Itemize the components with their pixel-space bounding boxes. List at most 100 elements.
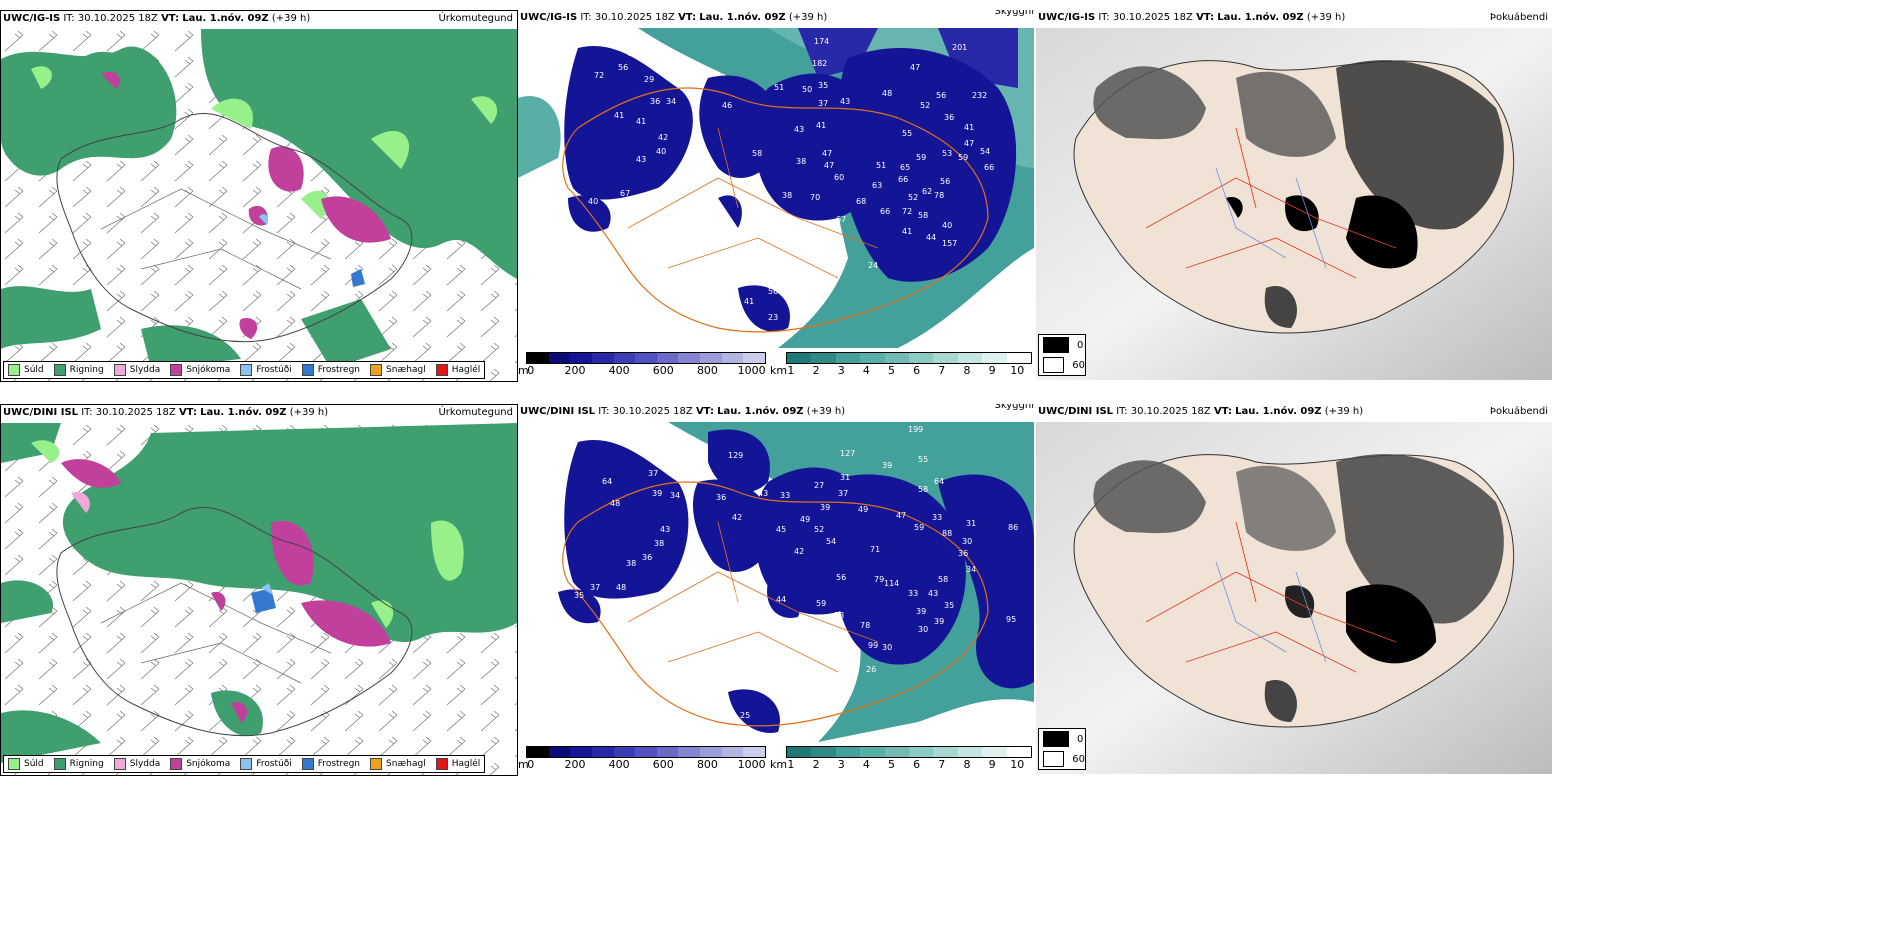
panel-title: Skyggni (994, 404, 1034, 411)
legend-item: Snjókoma (170, 364, 230, 376)
colorbar-swatch (527, 353, 549, 363)
colorbar-swatch (721, 353, 744, 363)
fog-index-panel-dini: UWC/DINI ISL IT: 30.10.2025 18Z VT: Lau.… (1036, 404, 1552, 774)
snow-label: 31 (966, 519, 976, 528)
colorbar-tick-label: 400 (608, 364, 630, 377)
colorbar-swatch (982, 747, 1007, 757)
visibility-colorbar: 1 2 3 4 5 6 7 8 9 10 km (770, 352, 1032, 377)
snow-label: 71 (678, 187, 688, 196)
snow-label: 70 (810, 193, 820, 202)
snow-label: 65 (900, 163, 910, 172)
colorbar-tick-label: 7 (938, 364, 946, 377)
snow-label: 59 (816, 599, 826, 608)
snow-label: 44 (926, 233, 936, 242)
snow-label: 59 (958, 153, 968, 162)
colorbar-unit: km (770, 758, 788, 771)
snow-label: 50 (802, 85, 812, 94)
snow-label: 40 (656, 147, 666, 156)
snow-depth-labels: 53 56 29 36 34 72 41 41 42 40 43 71 40 6… (588, 37, 994, 322)
visibility-map: 53 56 29 36 34 72 41 41 42 40 43 71 40 6… (518, 28, 1034, 348)
colorbar-strip (526, 746, 766, 758)
panel-title: Skyggni (994, 10, 1034, 17)
snow-label: 78 (934, 191, 944, 200)
snow-label: 63 (872, 181, 882, 190)
snow-label: 34 (966, 565, 976, 574)
snow-label: 60 (834, 173, 844, 182)
snow-label: 25 (740, 711, 750, 720)
colorbar-swatch (527, 747, 549, 757)
precip-type-legend: Súld Rigning Slydda Snjókoma Frostúði Fr… (3, 755, 486, 773)
colorbar-tick-label: 9 (988, 364, 996, 377)
fog-legend-item: 60 (1039, 749, 1085, 769)
colorbar-swatch (678, 353, 701, 363)
legend-item: Súld (8, 364, 44, 376)
colorbar-tick-label: 400 (608, 758, 630, 771)
snow-label: 72 (594, 71, 604, 80)
colorbar-swatch (700, 747, 722, 757)
snow-label: 51 (774, 83, 784, 92)
colorbar-swatch (860, 747, 885, 757)
snow-label: 66 (898, 175, 908, 184)
snow-label: 86 (1008, 523, 1018, 532)
snow-label: 33 (932, 513, 942, 522)
snow-label: 56 (936, 91, 946, 100)
precip-map (1, 29, 517, 381)
lead-time: (+39 h) (289, 407, 329, 418)
init-time: 30.10.2025 18Z (77, 13, 158, 24)
snow-label: 36 (944, 113, 954, 122)
snow-label: 72 (902, 207, 912, 216)
snow-label: 52 (908, 193, 918, 202)
snow-label: 40 (942, 221, 952, 230)
precip-map (1, 423, 517, 775)
snow-label: 53 (628, 49, 638, 58)
snow-label: 41 (964, 123, 974, 132)
snow-label: 64 (934, 477, 944, 486)
model-name: UWC/IG-IS (3, 13, 61, 24)
colorbar-tick-label: 2 (812, 364, 820, 377)
legend-item: Snæhagl (370, 364, 426, 376)
panel-title: Úrkomutegund (438, 407, 513, 418)
snow-label: 53 (658, 643, 668, 652)
colorbar-swatch (933, 353, 958, 363)
colorbar-swatch (700, 353, 722, 363)
colorbar-ticks: 0 200 400 600 800 1000 (526, 758, 766, 771)
snow-label: 58 (918, 211, 928, 220)
snow-label: 43 (928, 589, 938, 598)
colorbar-tick-label: 5 (888, 758, 895, 771)
snow-label: 41 (614, 111, 624, 120)
colorbar-swatch (835, 353, 861, 363)
fog-legend: 0 60 (1038, 728, 1086, 770)
colorbar-tick-label: 9 (988, 758, 996, 771)
snow-label: 41 (902, 227, 912, 236)
colorbar-swatch (570, 747, 592, 757)
snow-label: 56 (716, 575, 726, 584)
snow-label: 69 (690, 611, 700, 620)
snow-label: 42 (732, 513, 742, 522)
colorbar-tick-label: 1 (787, 758, 795, 771)
colorbar-unit: km (770, 364, 788, 377)
precip-type-panel-dini: UWC/DINI ISL IT: 30.10.2025 18Z VT: Lau.… (0, 404, 518, 776)
snow-label: 33 (908, 589, 918, 598)
snow-label: 56 (712, 207, 722, 216)
panel-header: UWC/IG-IS IT: 30.10.2025 18Z VT: Lau. 1.… (518, 10, 1034, 26)
snow-label: 33 (780, 491, 790, 500)
colorbar-ticks: 1 2 3 4 5 6 7 8 9 10 (786, 364, 1032, 377)
precip-type-legend: Súld Rigning Slydda Snjókoma Frostúði Fr… (3, 361, 486, 379)
colorbar-tick-label: 10 (1010, 758, 1025, 771)
colorbar-swatch (656, 353, 679, 363)
snow-label: 182 (812, 59, 827, 68)
snow-label: 59 (916, 153, 926, 162)
legend-item: Slydda (113, 758, 160, 770)
colorbar-swatch (613, 747, 636, 757)
snow-label: 49 (800, 515, 810, 524)
snow-label: 44 (776, 595, 786, 604)
snow-label: 47 (910, 63, 920, 72)
colorbar-tick-label: 1000 (737, 758, 766, 771)
snow-depth-colorbar: 0 200 400 600 800 1000 m (518, 746, 766, 771)
snow-label: 27 (814, 481, 824, 490)
snow-label: 43 (660, 525, 670, 534)
snow-label: 232 (972, 91, 987, 100)
visibility-colorbar: 1 2 3 4 5 6 7 8 9 10 km (770, 746, 1032, 771)
snow-label: 43 (794, 125, 804, 134)
snow-label: 23 (768, 313, 778, 322)
